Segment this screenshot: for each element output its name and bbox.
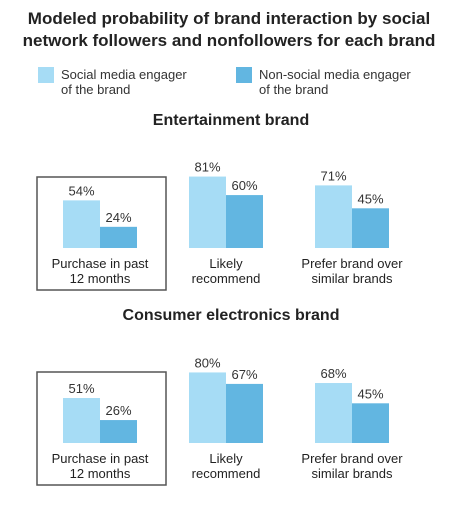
bar-engager-0 (63, 398, 100, 443)
value-label-non-engager-1: 60% (231, 178, 257, 193)
bar-engager-0 (63, 200, 100, 248)
value-label-non-engager-2: 45% (357, 191, 383, 206)
value-label-non-engager-0: 24% (105, 210, 131, 225)
panel-title-entertainment: Entertainment brand (153, 112, 309, 129)
category-label-0-line-1: Purchase in past (52, 256, 149, 271)
chart-title-line-1: Modeled probability of brand interaction… (28, 9, 430, 28)
value-label-engager-2: 71% (320, 168, 346, 183)
category-label-1-line-2: recommend (192, 466, 261, 481)
bar-non-engager-0 (100, 226, 137, 248)
bar-engager-1 (189, 176, 226, 248)
panel-title-consumer-electronics: Consumer electronics brand (123, 307, 340, 324)
bar-non-engager-0 (100, 420, 137, 443)
category-label-2-line-1: Prefer brand over (301, 451, 403, 466)
category-label-2-line-1: Prefer brand over (301, 256, 403, 271)
value-label-non-engager-0: 26% (105, 403, 131, 418)
bar-engager-2 (315, 383, 352, 443)
chart-title-line-2: network followers and nonfollowers for e… (23, 31, 436, 50)
value-label-engager-0: 51% (68, 381, 94, 396)
legend-swatch-engager (38, 67, 54, 83)
bar-non-engager-1 (226, 383, 263, 443)
legend: Social media engager of the brand Non-so… (38, 67, 411, 97)
bar-engager-1 (189, 372, 226, 443)
panel-consumer-electronics: Consumer electronics brand 51% 26% Purchas… (36, 307, 403, 486)
bar-non-engager-2 (352, 403, 389, 443)
value-label-non-engager-1: 67% (231, 367, 257, 382)
bar-non-engager-2 (352, 208, 389, 248)
category-label-1-line-2: recommend (192, 271, 261, 286)
legend-label-engager-line-1: Social media engager (61, 67, 187, 82)
category-label-2-line-2: similar brands (312, 271, 393, 286)
category-label-0-line-1: Purchase in past (52, 451, 149, 466)
panel-entertainment: Entertainment brand 54% 24% Purchase in pa… (36, 112, 403, 291)
category-label-1-line-1: Likely (209, 256, 243, 271)
category-label-0-line-2: 12 months (70, 271, 131, 286)
highlight-box (36, 176, 167, 291)
category-label-2-line-2: similar brands (312, 466, 393, 481)
value-label-engager-2: 68% (320, 366, 346, 381)
bar-engager-2 (315, 185, 352, 248)
highlight-box (36, 371, 167, 486)
value-label-engager-1: 81% (194, 160, 220, 175)
legend-swatch-non-engager (236, 67, 252, 83)
value-label-engager-0: 54% (68, 183, 94, 198)
value-label-non-engager-2: 45% (357, 386, 383, 401)
category-label-1-line-1: Likely (209, 451, 243, 466)
legend-label-non-engager-line-2: of the brand (259, 82, 328, 97)
legend-label-engager-line-2: of the brand (61, 82, 130, 97)
bar-non-engager-1 (226, 195, 263, 248)
category-label-0-line-2: 12 months (70, 466, 131, 481)
legend-label-non-engager-line-1: Non-social media engager (259, 67, 411, 82)
value-label-engager-1: 80% (194, 355, 220, 370)
